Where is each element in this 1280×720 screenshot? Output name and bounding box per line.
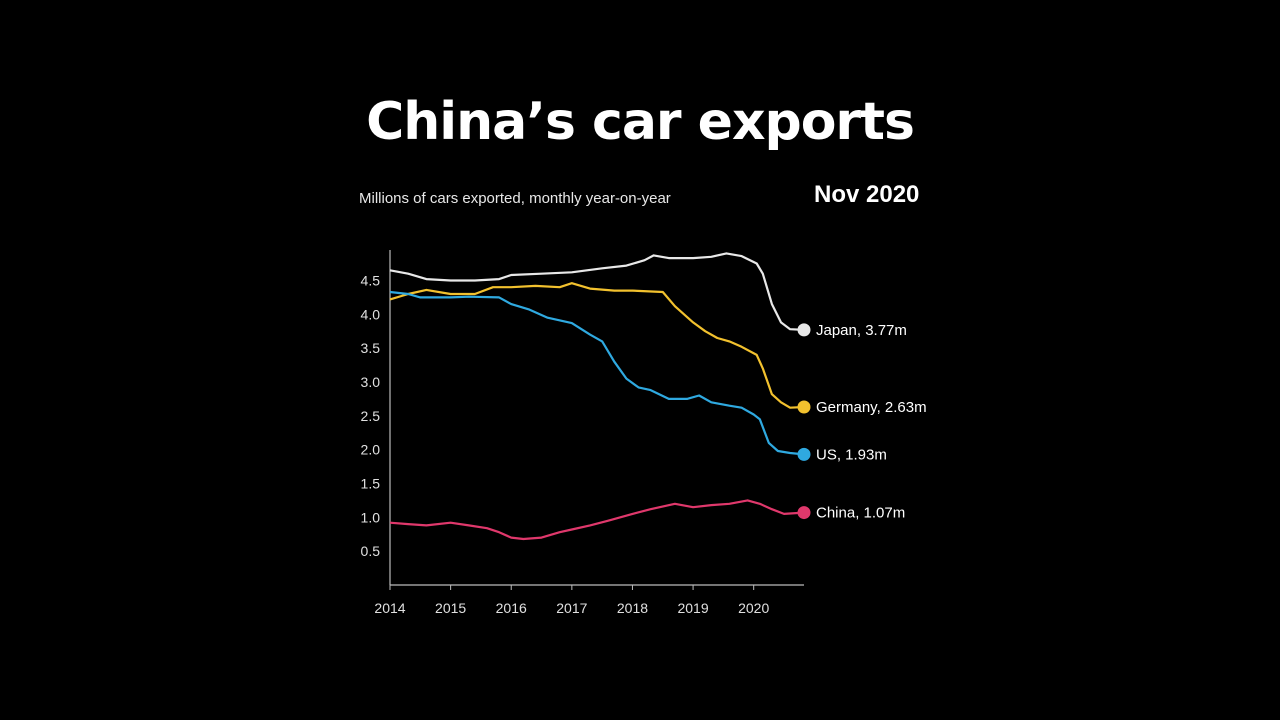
y-tick-label: 4.5 — [361, 272, 381, 288]
date-label: Nov 2020 — [814, 181, 920, 208]
x-tick-label: 2016 — [496, 600, 527, 616]
series-line-china — [389, 499, 805, 541]
x-tick-label: 2020 — [738, 600, 769, 616]
y-tick-label: 1.5 — [361, 475, 381, 491]
x-tick-label: 2015 — [435, 600, 466, 616]
x-tick-label: 2018 — [617, 600, 648, 616]
chart-title: China’s car exports — [366, 92, 915, 152]
y-tick-label: 3.0 — [361, 374, 381, 390]
series-layer: Japan, 3.77m Germany, 2.63m US, 1.93m China… — [389, 252, 927, 541]
end-label-japan: Japan, 3.77m — [816, 322, 907, 339]
series-line-japan — [389, 252, 805, 331]
end-point-china — [797, 506, 811, 520]
y-tick-label: 0.5 — [361, 543, 381, 559]
chart-subtitle: Millions of cars exported, monthly year-… — [359, 190, 671, 207]
x-tick-label: 2019 — [677, 600, 708, 616]
series-line-germany — [389, 282, 805, 409]
axes: 0.5 1.0 1.5 2.0 2.5 3.0 3.5 4.0 4.5 2014 2015 2016 2… — [361, 250, 804, 616]
x-tick-label: 2017 — [556, 600, 587, 616]
y-tick-label: 2.0 — [361, 442, 381, 458]
series-line-us — [389, 290, 805, 456]
end-point-japan — [797, 323, 811, 337]
end-label-germany: Germany, 2.63m — [816, 399, 927, 416]
x-tick-label: 2014 — [374, 600, 405, 616]
end-point-us — [797, 447, 811, 461]
y-tick-label: 4.0 — [361, 306, 381, 322]
y-tick-label: 1.0 — [361, 509, 381, 525]
y-tick-label: 2.5 — [361, 408, 381, 424]
end-label-china: China, 1.07m — [816, 505, 905, 522]
end-label-us: US, 1.93m — [816, 446, 887, 463]
end-point-germany — [797, 400, 811, 414]
y-tick-label: 3.5 — [361, 340, 381, 356]
